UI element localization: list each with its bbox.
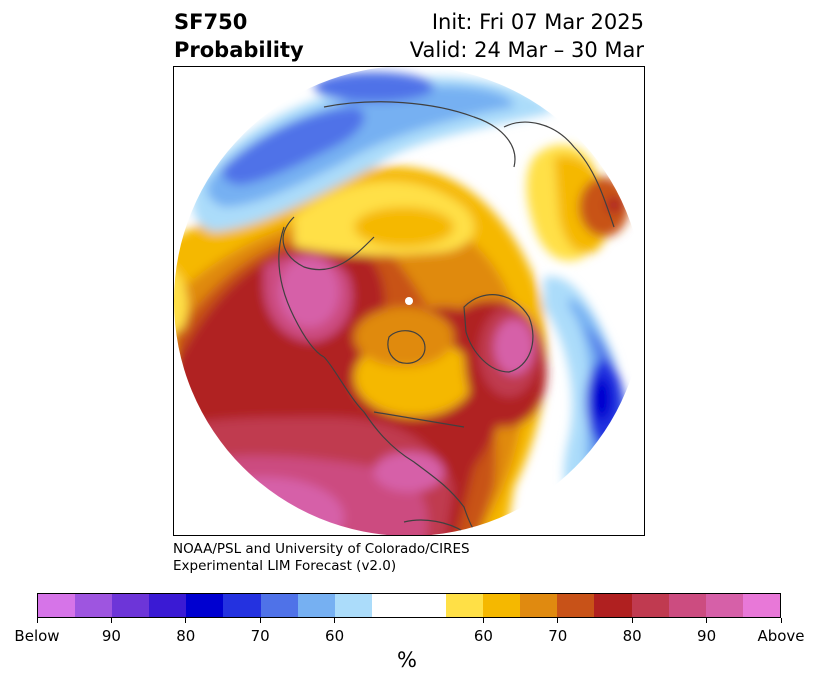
colorbar-tick-mark <box>185 618 187 623</box>
colorbar-swatch <box>38 594 76 617</box>
forecast-dates: Init: Fri 07 Mar 2025 Valid: 24 Mar – 30… <box>410 8 644 64</box>
colorbar-tick-label: 60 <box>473 627 493 645</box>
colorbar-tick-mark <box>259 618 261 623</box>
central-orange-blob <box>354 307 454 367</box>
colorbar-tick-mark <box>36 618 38 623</box>
north-amber-patch <box>354 207 454 247</box>
colorbar-tick-label: 90 <box>697 627 717 645</box>
colorbar-swatch <box>631 594 669 617</box>
colorbar-swatch <box>705 594 743 617</box>
probability-map <box>174 67 644 536</box>
colorbar-tick-label: 80 <box>622 627 642 645</box>
colorbar-tick-mark <box>334 618 336 623</box>
coastlines <box>278 101 615 536</box>
colorbar-swatch <box>371 594 409 617</box>
warm-core-central-south <box>374 452 444 492</box>
colorbar-swatch <box>260 594 298 617</box>
colorbar-swatch <box>186 594 224 617</box>
colorbar <box>37 593 781 618</box>
northwest-sky-blue <box>207 85 514 207</box>
colorbar-tick-label: Above <box>757 627 805 645</box>
map-title: SF750 Probability <box>174 8 304 64</box>
credit-line-2: Experimental LIM Forecast (v2.0) <box>173 558 397 574</box>
east-white-gap <box>614 267 644 327</box>
colorbar-swatch <box>557 594 595 617</box>
colorbar-tick-label: 90 <box>101 627 121 645</box>
colorbar-tick-label: 60 <box>325 627 345 645</box>
coastline-hudson <box>387 330 426 364</box>
warm-core-northwest <box>279 257 339 327</box>
coastline-eurasia-north <box>323 101 516 168</box>
colorbar-tick-mark <box>631 618 633 623</box>
colorbar-swatch <box>594 594 632 617</box>
colorbar-swatch <box>149 594 187 617</box>
colorbar-unit: % <box>397 648 417 672</box>
coastline-gulf <box>403 519 465 533</box>
north-medium-blue-patch <box>314 72 434 102</box>
coastline-greenland <box>463 294 534 373</box>
west-yellow-edge <box>174 257 188 337</box>
northeast-orange-dark <box>579 177 629 237</box>
coastline-west-pacific <box>278 226 325 358</box>
colorbar-swatch <box>483 594 521 617</box>
colorbar-tick-mark <box>482 618 484 623</box>
northwest-medium-blue <box>222 107 365 185</box>
northeast-red <box>606 197 622 213</box>
colorbar-swatch <box>520 594 558 617</box>
title-variable: SF750 <box>174 10 248 34</box>
colorbar-tick-mark <box>780 618 782 623</box>
colorbar-swatch <box>668 594 706 617</box>
colorbar-swatch <box>75 594 113 617</box>
colorbar-tick-mark <box>557 618 559 623</box>
colorbar-swatch <box>446 594 484 617</box>
credit-block: NOAA/PSL and University of Colorado/CIRE… <box>173 541 470 575</box>
valid-range: Valid: 24 Mar – 30 Mar <box>409 38 644 62</box>
east-warm-core <box>494 319 534 375</box>
colorbar-swatch <box>223 594 261 617</box>
coastline-asia <box>282 216 375 271</box>
colorbar-tick-label: Below <box>14 627 60 645</box>
colorbar-swatch <box>408 594 447 617</box>
colorbar-tick-label: 70 <box>548 627 568 645</box>
colorbar-swatch <box>334 594 372 617</box>
colorbar-swatch <box>742 594 780 617</box>
colorbar-tick-mark <box>110 618 112 623</box>
colorbar-tick-label: 80 <box>176 627 196 645</box>
forecast-map <box>173 66 645 536</box>
map-disk <box>174 67 644 536</box>
init-date: Init: Fri 07 Mar 2025 <box>431 10 644 34</box>
coastline-north-america <box>323 356 480 536</box>
colorbar-tick-mark <box>706 618 708 623</box>
credit-line-1: NOAA/PSL and University of Colorado/CIRE… <box>173 541 470 557</box>
colorbar-swatch <box>297 594 335 617</box>
east-deep-blue-core <box>592 377 612 421</box>
colorbar-tick-label: 70 <box>250 627 270 645</box>
coastline-europe <box>503 121 615 228</box>
colorbar-swatch <box>112 594 150 617</box>
title-type: Probability <box>174 38 304 62</box>
north-pole-marker <box>405 297 413 305</box>
border-us-canada <box>373 411 465 428</box>
